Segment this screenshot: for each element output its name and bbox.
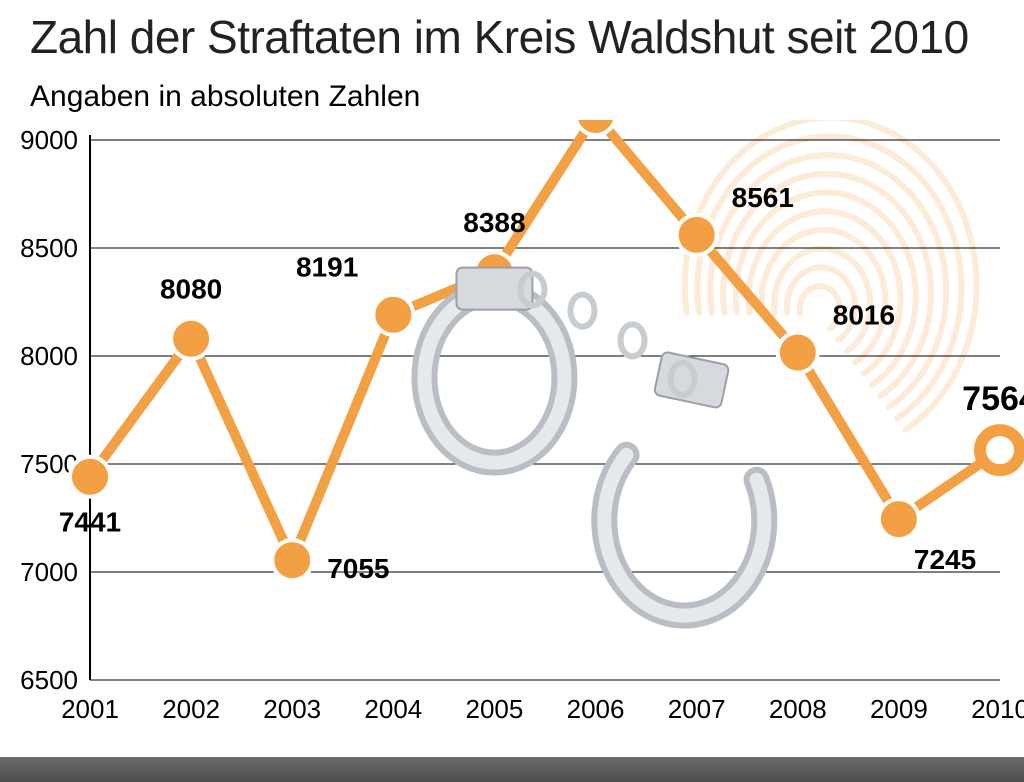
svg-text:7564: 7564 [962, 380, 1024, 418]
svg-text:8388: 8388 [463, 207, 525, 238]
svg-text:2008: 2008 [769, 694, 827, 724]
svg-text:7000: 7000 [20, 557, 78, 587]
svg-text:2002: 2002 [162, 694, 220, 724]
svg-text:2003: 2003 [263, 694, 321, 724]
svg-text:2005: 2005 [466, 694, 524, 724]
svg-text:8500: 8500 [20, 233, 78, 263]
svg-text:7441: 7441 [59, 507, 121, 538]
svg-text:2004: 2004 [364, 694, 422, 724]
svg-text:2010: 2010 [971, 694, 1024, 724]
svg-text:8000: 8000 [20, 341, 78, 371]
chart-area: 6500700075008000850090007441808070558191… [0, 120, 1024, 730]
svg-text:6500: 6500 [20, 665, 78, 695]
svg-text:2001: 2001 [61, 694, 119, 724]
svg-text:7055: 7055 [327, 553, 389, 584]
svg-text:8191: 8191 [296, 252, 358, 283]
line-chart-svg: 6500700075008000850090007441808070558191… [0, 120, 1024, 730]
svg-text:2006: 2006 [567, 694, 625, 724]
svg-text:8080: 8080 [160, 274, 222, 305]
chart-title: Zahl der Straftaten im Kreis Waldshut se… [30, 10, 969, 64]
footer-bar [0, 757, 1024, 782]
svg-text:2007: 2007 [668, 694, 726, 724]
svg-text:2009: 2009 [870, 694, 928, 724]
svg-text:9000: 9000 [20, 125, 78, 155]
chart-subtitle: Angaben in absoluten Zahlen [30, 80, 420, 114]
svg-text:8016: 8016 [833, 300, 895, 331]
svg-text:7245: 7245 [914, 544, 976, 575]
svg-text:8561: 8561 [732, 182, 794, 213]
